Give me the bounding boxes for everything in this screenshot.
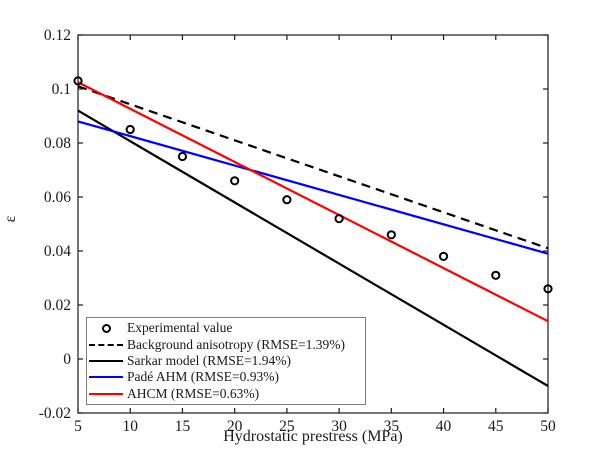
x-tick-label: 25: [279, 418, 295, 435]
legend: Experimental value Background anisotropy …: [86, 317, 366, 405]
legend-item: Padé AHM (RMSE=0.93%): [89, 369, 361, 385]
axes-box: [77, 34, 549, 414]
y-tick-label: 0.12: [44, 27, 71, 44]
x-tick-label: 30: [331, 418, 347, 435]
legend-label: AHCM (RMSE=0.63%): [127, 385, 260, 401]
experimental-point: [125, 124, 135, 135]
legend-swatch-shape: [89, 359, 123, 362]
x-axis-title: Hydrostatic prestress (MPa): [223, 428, 403, 445]
legend-swatch-shape: [89, 392, 123, 395]
y-tick-label: 0.1: [52, 81, 71, 98]
y-tick-label: -0.02: [39, 405, 71, 422]
y-tick-label: 0.02: [44, 297, 71, 314]
x-tick-label: 40: [436, 418, 452, 435]
x-tick-label: 45: [488, 418, 504, 435]
legend-swatch-shape: [89, 376, 123, 379]
legend-line-icon: [89, 370, 123, 384]
series-line-sarkar: [77, 109, 549, 387]
experimental-point: [177, 151, 188, 162]
experimental-point: [491, 270, 501, 280]
experimental-point: [230, 176, 240, 186]
legend-marker-icon: [89, 321, 123, 335]
y-tick-label: 0: [63, 351, 71, 368]
experimental-point: [73, 76, 83, 86]
legend-line-icon: [89, 354, 123, 368]
legend-line-icon: [89, 387, 123, 401]
legend-label: Background anisotropy (RMSE=1.39%): [127, 336, 345, 352]
legend-label: Padé AHM (RMSE=0.93%): [127, 369, 279, 385]
legend-label: Sarkar model (RMSE=1.94%): [127, 352, 291, 368]
series-line-padé: [77, 120, 549, 255]
experimental-point: [438, 251, 449, 261]
y-tick-label: 0.06: [44, 189, 71, 206]
legend-item: AHCM (RMSE=0.63%): [89, 386, 361, 402]
legend-line-icon: [89, 338, 123, 352]
x-tick-label: 10: [122, 418, 138, 435]
legend-label: Experimental value: [127, 320, 233, 336]
series-line-background: [77, 85, 549, 250]
x-tick-label: 5: [74, 418, 82, 435]
experimental-point: [334, 214, 344, 224]
experimental-point: [282, 195, 292, 205]
legend-item: Sarkar model (RMSE=1.94%): [89, 353, 361, 369]
y-tick-label: 0.04: [44, 243, 71, 260]
experimental-point: [386, 230, 396, 240]
legend-item: Experimental value: [89, 320, 361, 336]
y-axis-title: ε: [2, 215, 19, 223]
x-tick-label: 50: [540, 418, 556, 435]
experimental-point: [543, 284, 553, 294]
y-tick-label: 0.08: [44, 135, 71, 152]
x-tick-label: 35: [384, 418, 400, 435]
legend-item: Background anisotropy (RMSE=1.39%): [89, 337, 361, 353]
series-line-ahcm: [77, 81, 549, 323]
legend-swatch-shape: [89, 343, 123, 346]
x-tick-label: 20: [227, 418, 243, 435]
x-tick-label: 15: [175, 418, 191, 435]
legend-swatch-shape: [101, 323, 111, 333]
